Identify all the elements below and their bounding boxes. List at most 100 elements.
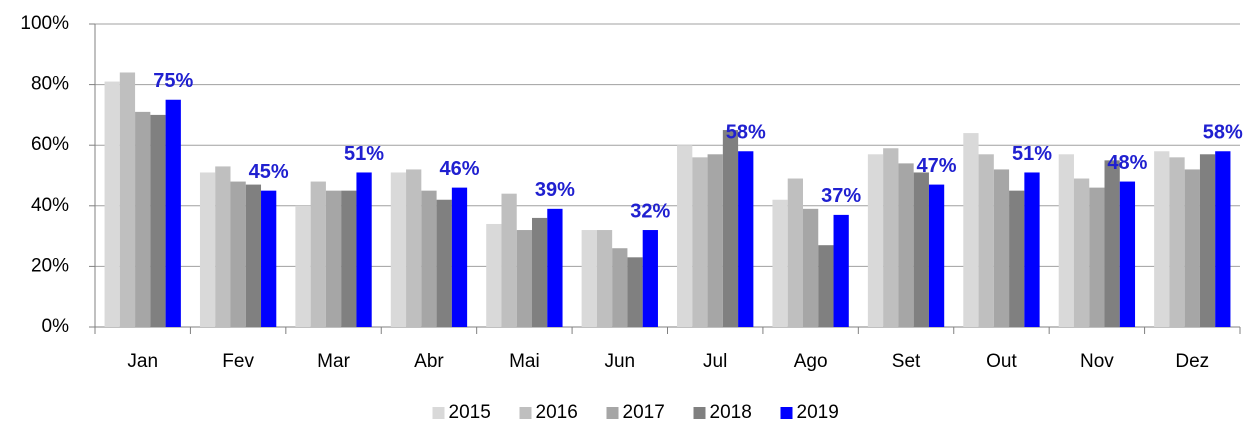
bar <box>245 184 262 327</box>
bar <box>1215 151 1231 327</box>
bar <box>501 193 517 327</box>
bar <box>928 184 945 327</box>
bar <box>833 214 849 327</box>
bar <box>516 230 533 327</box>
bar <box>1024 172 1040 327</box>
value-label: 46% <box>439 158 479 180</box>
bar <box>963 133 979 327</box>
bar <box>612 248 628 327</box>
bar <box>581 230 597 327</box>
y-tick-label: 20% <box>31 255 69 276</box>
legend-label: 2015 <box>449 402 491 423</box>
bar <box>883 148 899 327</box>
bar <box>436 199 452 327</box>
bar <box>532 217 548 327</box>
bar <box>738 151 754 327</box>
bar <box>1073 178 1090 327</box>
value-label: 51% <box>1012 143 1052 165</box>
bar <box>261 190 277 327</box>
bar <box>390 172 407 327</box>
value-label: 48% <box>1107 152 1147 174</box>
bar <box>627 257 643 327</box>
y-tick-label: 100% <box>20 13 69 34</box>
legend-swatch <box>432 407 445 419</box>
bar <box>642 230 658 327</box>
legend-label: 2019 <box>797 402 839 423</box>
bar <box>215 166 231 327</box>
bar <box>199 172 216 327</box>
bar <box>1184 169 1200 327</box>
y-tick-label: 60% <box>31 134 69 155</box>
bar <box>722 130 739 327</box>
x-tick-label: Dez <box>1175 351 1209 372</box>
bar <box>677 145 693 327</box>
bar <box>547 208 563 327</box>
x-tick-label: Jul <box>703 351 727 372</box>
x-tick-label: Jun <box>604 351 635 372</box>
value-label: 51% <box>344 143 384 165</box>
legend-swatch <box>606 407 619 419</box>
bar <box>406 169 422 327</box>
value-label: 45% <box>249 161 289 183</box>
legend-swatch <box>693 407 706 419</box>
legend-swatch <box>780 407 793 419</box>
y-tick-label: 40% <box>31 195 69 216</box>
bar <box>421 190 437 327</box>
bar <box>913 172 929 327</box>
value-label: 58% <box>726 122 766 144</box>
bar <box>692 157 708 327</box>
x-tick-label: Out <box>986 351 1017 372</box>
x-tick-label: Mar <box>317 351 350 372</box>
legend-swatch <box>519 407 532 419</box>
bar <box>230 181 246 327</box>
bar <box>341 190 357 327</box>
bar <box>310 181 326 327</box>
bar <box>772 199 788 327</box>
x-tick-label: Mai <box>509 351 540 372</box>
value-label: 39% <box>535 179 575 201</box>
y-tick-label: 0% <box>42 316 70 337</box>
x-tick-label: Fev <box>222 351 254 372</box>
bar <box>295 205 311 327</box>
bar <box>325 190 342 327</box>
x-tick-label: Set <box>892 351 921 372</box>
legend-label: 2017 <box>623 402 665 423</box>
bar <box>486 223 502 327</box>
bar <box>596 230 613 327</box>
bar <box>818 245 834 327</box>
legend-label: 2016 <box>536 402 578 423</box>
bar <box>451 187 468 327</box>
bar <box>135 111 151 328</box>
bar <box>1199 154 1216 327</box>
bar <box>978 154 994 327</box>
bar <box>119 72 136 327</box>
bar <box>1089 187 1105 327</box>
value-label: 37% <box>821 185 861 207</box>
y-tick-label: 80% <box>31 74 69 95</box>
bar <box>802 208 819 327</box>
bar <box>1058 154 1074 327</box>
bar <box>356 172 372 327</box>
x-tick-label: Ago <box>794 351 828 372</box>
x-tick-label: Nov <box>1080 351 1114 372</box>
bar <box>104 81 120 327</box>
bar <box>1009 190 1025 327</box>
x-tick-label: Jan <box>127 351 158 372</box>
bar <box>1154 151 1170 327</box>
bar <box>150 114 166 328</box>
value-label: 58% <box>1203 122 1243 144</box>
bar <box>867 154 884 327</box>
bar <box>787 178 803 327</box>
bar <box>993 169 1010 327</box>
x-tick-label: Abr <box>414 351 444 372</box>
bar <box>707 154 723 327</box>
value-label: 47% <box>917 155 957 177</box>
bar <box>898 163 914 327</box>
bar <box>1119 181 1136 327</box>
legend-label: 2018 <box>710 402 752 423</box>
bar <box>1169 157 1185 327</box>
value-label: 75% <box>153 70 193 92</box>
bar <box>1104 160 1120 327</box>
bar <box>165 99 181 327</box>
